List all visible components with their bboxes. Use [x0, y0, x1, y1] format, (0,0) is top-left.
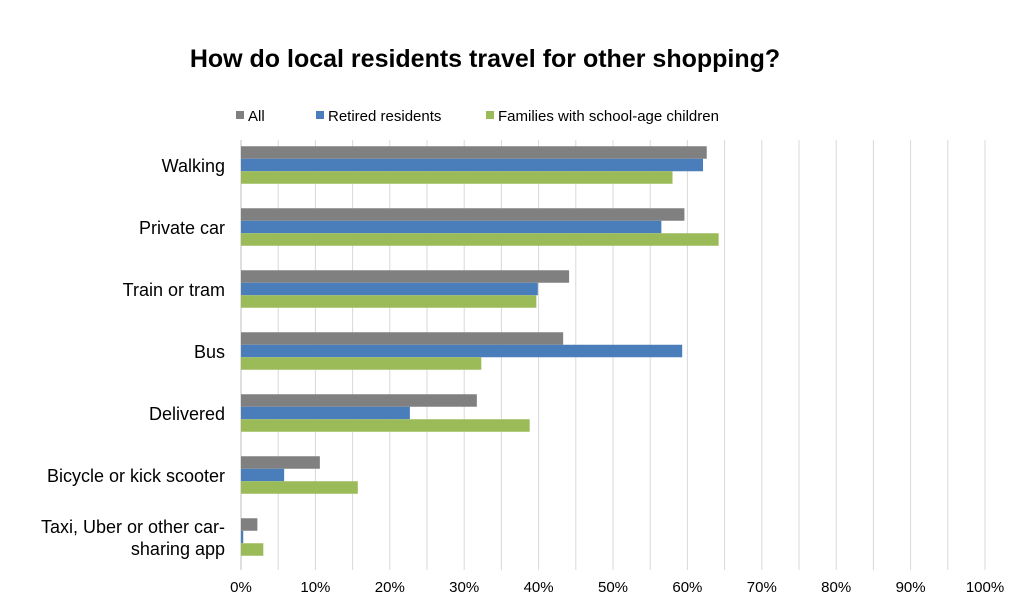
legend-swatch	[236, 111, 244, 119]
x-tick-label: 0%	[230, 579, 252, 596]
bar-families-with-school-age-children	[241, 171, 673, 184]
bar-retired-residents	[241, 158, 704, 172]
bar-all	[241, 518, 258, 531]
bar-families-with-school-age-children	[241, 481, 358, 494]
legend-label: All	[248, 108, 265, 125]
category-label: Walking	[162, 156, 225, 176]
x-tick-label: 70%	[747, 579, 777, 596]
bar-families-with-school-age-children	[241, 295, 537, 308]
category-label: Train or tram	[123, 280, 225, 300]
bar-retired-residents	[241, 220, 662, 234]
bar-retired-residents	[241, 468, 285, 482]
x-tick-label: 30%	[449, 579, 479, 596]
x-tick-label: 50%	[598, 579, 628, 596]
bar-all	[241, 208, 685, 221]
bar-retired-residents	[241, 406, 410, 420]
bar-all	[241, 332, 564, 345]
chart-title: How do local residents travel for other …	[190, 45, 780, 73]
bars	[241, 146, 719, 556]
x-tick-labels: 0% 10% 20% 30% 40% 50% 60% 70% 80% 90% 100%	[230, 579, 1004, 596]
bar-all	[241, 394, 477, 407]
bar-all	[241, 146, 707, 159]
category-label: Bicycle or kick scooter	[47, 466, 225, 486]
category-label: sharing app	[131, 539, 225, 559]
x-tick-label: 20%	[375, 579, 405, 596]
bar-families-with-school-age-children	[241, 233, 719, 246]
category-label: Private car	[139, 218, 225, 238]
x-tick-label: 10%	[300, 579, 330, 596]
category-label: Bus	[194, 342, 225, 362]
x-tick-label: 90%	[896, 579, 926, 596]
legend: All Retired residents Families with school…	[236, 108, 719, 125]
legend-label: Retired residents	[328, 108, 441, 125]
category-label: Taxi, Uber or other car-	[41, 517, 225, 537]
x-tick-label: 40%	[524, 579, 554, 596]
legend-label: Families with school-age children	[498, 108, 719, 125]
bar-all	[241, 456, 320, 469]
legend-swatch	[486, 111, 494, 119]
legend-swatch	[316, 111, 324, 119]
bar-retired-residents	[241, 344, 683, 358]
x-tick-label: 60%	[672, 579, 702, 596]
category-labels: Walking Private car Train or tram Bus Delive…	[41, 156, 225, 559]
bar-retired-residents	[241, 282, 538, 296]
x-tick-label: 100%	[966, 579, 1004, 596]
bar-families-with-school-age-children	[241, 543, 264, 556]
category-label: Delivered	[149, 404, 225, 424]
bar-retired-residents	[241, 530, 244, 544]
bar-all	[241, 270, 570, 283]
x-tick-label: 80%	[821, 579, 851, 596]
bar-families-with-school-age-children	[241, 357, 482, 370]
bar-families-with-school-age-children	[241, 419, 530, 432]
